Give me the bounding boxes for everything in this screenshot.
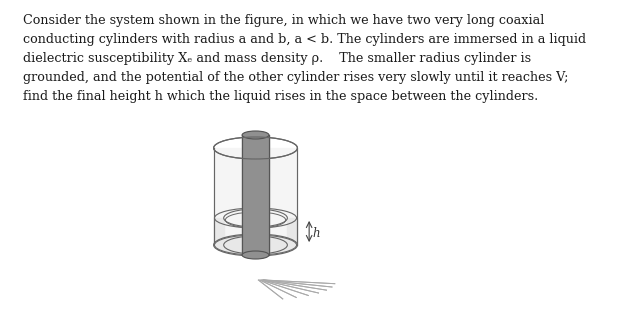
Polygon shape [288,218,296,245]
Text: dielectric susceptibility Xₑ and mass density ρ.    The smaller radius cylinder : dielectric susceptibility Xₑ and mass de… [24,52,532,65]
Polygon shape [213,148,298,245]
Text: grounded, and the potential of the other cylinder rises very slowly until it rea: grounded, and the potential of the other… [24,71,569,84]
Text: h: h [313,227,320,240]
Text: conducting cylinders with radius a and b, a < b. The cylinders are immersed in a: conducting cylinders with radius a and b… [24,33,587,46]
Ellipse shape [213,234,298,256]
Text: Consider the system shown in the figure, in which we have two very long coaxial: Consider the system shown in the figure,… [24,14,545,27]
Polygon shape [242,135,269,255]
Text: find the final height h which the liquid rises in the space between the cylinder: find the final height h which the liquid… [24,90,539,103]
Ellipse shape [242,251,269,259]
Ellipse shape [242,131,269,139]
Polygon shape [215,218,223,245]
Ellipse shape [215,235,296,255]
